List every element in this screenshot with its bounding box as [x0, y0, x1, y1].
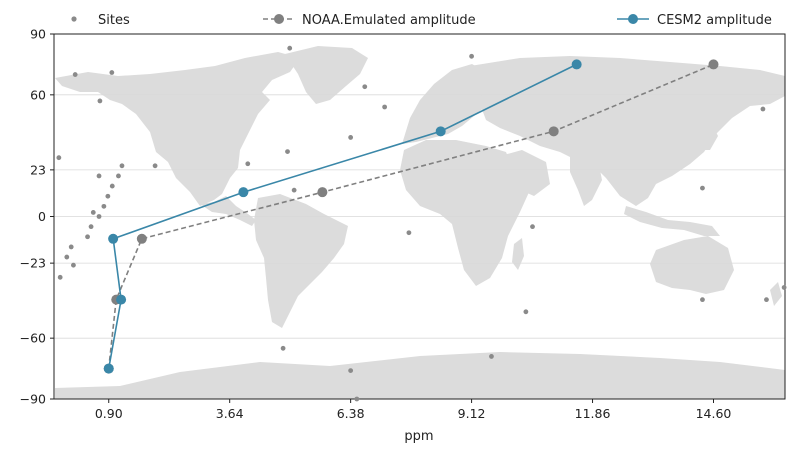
continent-australia: [650, 236, 734, 294]
site-point-3: [109, 70, 115, 75]
series-1-point-0: [103, 363, 114, 374]
legend-cesm2-marker: [628, 14, 638, 24]
series-1-point-4: [435, 126, 446, 137]
site-point-12: [469, 53, 474, 59]
axes: 90 60 23 0 −23 −60 −90 0.90 3.64 6.38 9.12 11.86 14.…: [20, 27, 786, 421]
continent-antarctica: [55, 352, 785, 399]
continent-north-america: [55, 52, 300, 206]
continent-asia: [470, 56, 785, 206]
x-tick-label-0: 0.90: [95, 406, 123, 421]
horizontal-gridlines: [54, 94, 785, 339]
site-point-9: [348, 135, 354, 140]
y-tick-label-5: −60: [20, 331, 46, 346]
site-point-22: [760, 106, 766, 112]
continent-africa: [400, 140, 530, 286]
islands-southeast-asia: [624, 206, 720, 236]
series-1-point-5: [571, 59, 582, 70]
series-1-point-1: [116, 294, 127, 305]
site-point-26: [64, 254, 70, 260]
sites-scatter: [56, 45, 787, 402]
legend-cesm2-label: CESM2 amplitude: [657, 13, 772, 28]
site-point-35: [109, 183, 115, 189]
site-point-15: [523, 309, 529, 315]
site-point-14: [530, 224, 535, 230]
site-point-8: [291, 187, 297, 193]
series-1-point-2: [108, 233, 119, 244]
site-point-4: [152, 163, 158, 169]
site-point-34: [105, 193, 111, 199]
series-0-point-2: [136, 233, 147, 244]
site-point-37: [119, 163, 125, 169]
legend-noaa-marker: [274, 14, 284, 24]
site-point-29: [85, 234, 90, 240]
site-point-36: [116, 173, 121, 179]
site-point-23: [764, 297, 769, 303]
x-tick-label-2: 6.38: [337, 406, 365, 421]
legend-sites-marker: [71, 16, 77, 22]
site-point-31: [90, 210, 96, 215]
site-point-7: [287, 45, 293, 51]
site-point-11: [382, 104, 388, 110]
series-0-point-4: [548, 126, 559, 137]
subcontinent-india: [570, 156, 602, 206]
site-point-24: [781, 285, 787, 290]
continent-south-america: [254, 194, 348, 328]
y-tick-label-0: 90: [30, 27, 46, 42]
site-point-32: [96, 214, 102, 219]
site-point-38: [96, 173, 102, 179]
x-tick-label-3: 9.12: [458, 406, 486, 421]
y-tick-label-6: −90: [20, 392, 46, 407]
site-point-18: [348, 368, 354, 374]
site-point-2: [97, 98, 103, 104]
y-tick-label-4: −23: [20, 256, 46, 271]
site-point-33: [101, 203, 107, 209]
site-point-5: [245, 161, 251, 167]
legend-noaa-label: NOAA.Emulated amplitude: [302, 13, 476, 28]
y-tick-label-1: 60: [30, 87, 46, 102]
continent-greenland: [285, 46, 368, 104]
site-point-25: [57, 274, 63, 280]
island-madagascar: [512, 238, 524, 270]
site-point-1: [72, 72, 78, 77]
site-point-10: [362, 84, 368, 90]
continent-arabia: [500, 150, 550, 196]
site-point-6: [285, 149, 290, 155]
x-tick-label-5: 14.60: [696, 406, 732, 421]
series-lines: [103, 59, 719, 374]
legend-sites-label: Sites: [98, 13, 130, 28]
site-point-20: [700, 185, 705, 191]
island-japan: [700, 124, 718, 150]
continent-europe: [402, 64, 492, 144]
site-point-30: [88, 224, 94, 230]
site-point-21: [700, 297, 705, 303]
series-0-point-3: [317, 187, 328, 198]
x-tick-label-1: 3.64: [216, 406, 244, 421]
site-point-27: [68, 244, 74, 250]
site-point-0: [56, 155, 62, 161]
x-axis-label: ppm: [404, 429, 433, 444]
site-point-16: [489, 354, 494, 359]
y-tick-label-2: 23: [30, 162, 46, 177]
site-point-28: [71, 262, 76, 268]
site-point-19: [354, 396, 360, 402]
series-0-point-5: [708, 59, 719, 70]
series-line-1: [107, 63, 577, 369]
series-1-point-3: [238, 187, 249, 198]
x-tick-label-4: 11.86: [575, 406, 611, 421]
site-point-17: [280, 345, 286, 351]
legend: Sites NOAA.Emulated amplitude CESM2 ampl…: [71, 13, 772, 28]
island-new-zealand: [770, 282, 782, 306]
series-line-0: [107, 63, 714, 369]
y-tick-label-3: 0: [38, 209, 46, 224]
world-map-background: [55, 46, 785, 399]
site-point-13: [406, 230, 412, 236]
